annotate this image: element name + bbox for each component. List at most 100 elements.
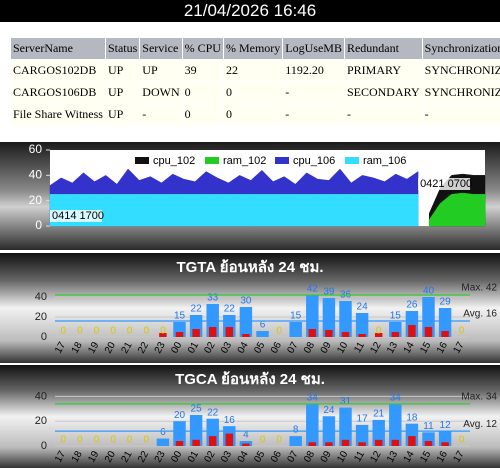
value-label: 0 [94,435,100,446]
value-label: 0 [160,326,166,337]
x-tick-label: 00 [169,449,184,465]
value-label: 0 [77,326,83,337]
x-tick-label: 07 [285,449,300,465]
bar [438,308,452,337]
value-label: 0 [127,326,133,337]
bar [242,334,250,337]
value-label: 21 [373,409,385,420]
x-tick-label: 01 [186,449,201,465]
bar [308,329,317,337]
table-cell: DOWN [139,81,183,104]
x-tick-label: 03 [219,449,234,465]
value-label: 18 [406,412,418,423]
value-label: 0 [127,435,133,446]
bar [306,403,319,446]
y-tick-label: 0 [35,218,42,232]
table-cell: - [343,103,423,126]
column-header: Redundant [343,37,423,60]
x-tick-label: 13 [385,340,400,356]
y-tick-label: 20 [35,415,47,427]
column-header: LogUseMB [282,37,345,60]
value-label: 0 [144,435,150,446]
value-label: 0 [276,435,282,446]
column-header: Synchronization [421,37,500,60]
legend-swatch [345,157,359,164]
value-label: 0 [110,326,116,337]
bar [173,421,186,446]
x-tick-label: 03 [219,340,234,356]
bar [325,330,333,337]
x-tick-label: 17 [451,340,466,356]
bar [372,419,385,446]
value-label: 0 [376,326,382,337]
table-cell: 39 [181,59,224,82]
legend-swatch [135,157,149,164]
bar [242,443,250,446]
value-label: 26 [406,300,418,311]
avg-label: Avg. 16 [463,309,497,320]
value-label: 0 [77,435,83,446]
value-label: 6 [260,320,266,331]
x-tick-label: 17 [451,449,466,465]
value-label: 0 [260,435,266,446]
x-tick-label: 13 [385,449,400,465]
table-cell: - [421,103,500,126]
x-tick-label: 12 [368,340,383,356]
bar [441,331,449,337]
y-tick-label: 0 [41,440,47,452]
status-table: ServerName Status Service% CPU% Memory LogU… [10,37,500,126]
bar [339,301,352,337]
bar [441,442,449,446]
table-cell: - [282,81,345,104]
bar [289,322,302,337]
table-row: CARGOS106DBUPDOWN00-SECONDARYSYNCHRONIZE… [10,81,500,104]
value-label: 0 [459,435,465,446]
value-label: 34 [390,392,402,403]
value-label: 17 [357,414,369,425]
bar [239,307,253,337]
x-tick-label: 16 [435,340,450,356]
table-cell: UP [104,81,141,104]
x-tick-label: 04 [236,340,251,356]
x-tick-label: 15 [418,449,433,465]
table-cell: File Share Witness [10,103,106,126]
value-label: 0 [94,326,100,337]
x-tick-label: 10 [335,340,350,356]
value-label: 31 [340,396,352,407]
bar [175,332,184,337]
value-label: 42 [307,284,319,295]
panel-background [0,365,500,468]
y-tick-label: 40 [35,291,47,303]
y-tick-label: 0 [41,331,47,343]
bar [374,439,383,446]
x-tick-label: 04 [236,449,251,465]
bar [306,295,319,337]
area-series [49,194,419,227]
value-label: 39 [323,287,335,298]
table-row: CARGOS102DB UP UP 39 22 1192.20 PRIMARY SYNCHRO… [10,59,500,82]
bar [424,327,433,337]
bar [408,436,416,446]
x-tick-label: 21 [119,340,134,356]
table-cell: UP [104,103,141,126]
chart-title: TGCA ย้อนหลัง 24 ชม. [175,371,325,388]
x-tick-label: 20 [103,449,118,465]
value-label: 40 [423,286,435,297]
x-tick-label: 14 [402,340,417,356]
x-tick-label: 09 [319,340,334,356]
legend-swatch [205,157,219,164]
table-cell: - [282,103,345,126]
x-tick-label: 0414 1700 [52,210,104,222]
bar [175,441,184,446]
value-label: 0 [110,435,116,446]
value-label: 34 [307,392,319,403]
legend-label: ram_102 [223,155,266,167]
bar [424,441,433,446]
chart-title: TGTA ย้อนหลัง 24 ชม. [176,259,323,276]
bar [208,327,217,337]
y-tick-label: 20 [35,311,47,323]
bar [308,442,317,446]
value-label: 8 [293,425,299,436]
x-tick-label: 00 [169,340,184,356]
